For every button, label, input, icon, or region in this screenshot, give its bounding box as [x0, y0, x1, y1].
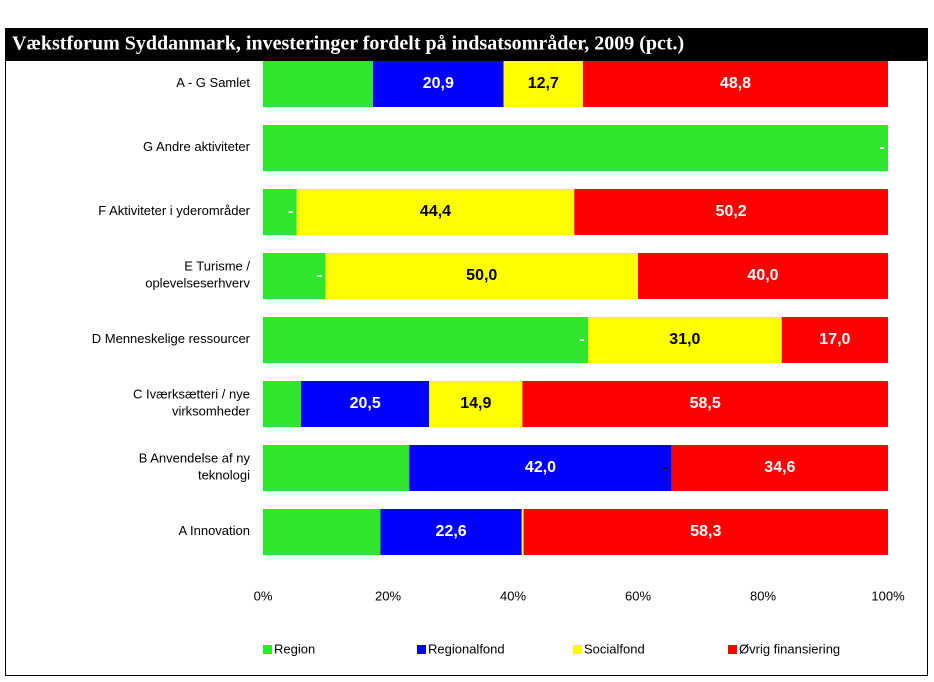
- y-tick-label: B Anvendelse af ny teknologi: [139, 451, 251, 483]
- bar-segment: [263, 189, 297, 235]
- legend-label: Region: [274, 641, 315, 656]
- bar-segment: [574, 189, 888, 235]
- y-tick-label: F Aktiviteter i yderområder: [98, 203, 250, 218]
- y-tick-label: A - G Samlet: [176, 75, 250, 90]
- bar-segment: [263, 509, 381, 555]
- y-tick-label: D Menneskelige ressourcer: [92, 331, 251, 346]
- bar-segment: [263, 61, 373, 107]
- value-label: -: [579, 331, 584, 348]
- value-label: -: [288, 203, 293, 220]
- value-label: -: [879, 139, 884, 156]
- y-tick-label: A Innovation: [178, 523, 250, 538]
- value-label: -: [317, 267, 322, 284]
- y-tick-label-line: E Turisme /: [184, 259, 250, 274]
- y-tick-label-line: virksomheder: [172, 404, 251, 419]
- bar-segment: [638, 253, 888, 299]
- value-label: 14,9: [460, 395, 491, 412]
- y-tick-label: G Andre aktiviteter: [143, 139, 251, 154]
- title-bar: [5, 28, 928, 61]
- y-tick-label-line: A - G Samlet: [176, 75, 250, 90]
- chart-title: Vækstforum Syddanmark, investeringer for…: [12, 33, 684, 55]
- value-label: 20,5: [350, 395, 381, 412]
- value-label: 20,9: [423, 75, 454, 92]
- value-label: -: [663, 459, 668, 476]
- value-label: 42,0: [525, 459, 556, 476]
- value-label: 50,2: [716, 203, 747, 220]
- value-label: 40,0: [747, 267, 778, 284]
- bar-segment: [671, 445, 888, 491]
- y-tick-label-line: A Innovation: [178, 523, 250, 538]
- value-label: 31,0: [669, 331, 700, 348]
- value-label: 58,5: [690, 395, 721, 412]
- bar-segment: [263, 253, 326, 299]
- legend-swatch: [417, 645, 426, 654]
- y-tick-label-line: C Iværksætteri / nye: [133, 387, 250, 402]
- bar-segment: [263, 317, 588, 363]
- y-tick-label-line: F Aktiviteter i yderområder: [98, 203, 250, 218]
- legend-label: Regionalfond: [428, 641, 505, 656]
- y-tick-label-line: D Menneskelige ressourcer: [92, 331, 251, 346]
- value-label: 17,0: [819, 331, 850, 348]
- value-label: 34,6: [764, 459, 795, 476]
- legend-swatch: [728, 645, 737, 654]
- bar-segment: [429, 381, 523, 427]
- y-tick-label-line: B Anvendelse af ny: [139, 451, 251, 466]
- bar-segment: [301, 381, 430, 427]
- value-label: 44,4: [420, 203, 451, 220]
- value-label: 58,3: [690, 523, 721, 540]
- value-label: 48,8: [720, 75, 751, 92]
- x-tick-label: 80%: [750, 588, 776, 603]
- bar-segment: [781, 317, 888, 363]
- bar-segment: [263, 445, 410, 491]
- bar-segment: [583, 61, 888, 107]
- bar-segment: [523, 509, 888, 555]
- x-tick-label: 100%: [871, 588, 905, 603]
- x-tick-label: 0%: [254, 588, 273, 603]
- bar-segment: [521, 509, 524, 555]
- x-tick-label: 20%: [375, 588, 401, 603]
- bar-segment: [380, 509, 522, 555]
- x-tick-label: 40%: [500, 588, 526, 603]
- value-label: 12,7: [528, 75, 559, 92]
- bar-segment: [522, 381, 888, 427]
- bar-segment: [263, 125, 888, 171]
- bar-segment: [296, 189, 575, 235]
- bar-segment: [325, 253, 638, 299]
- bar-segment: [409, 445, 672, 491]
- legend-label: Socialfond: [584, 641, 645, 656]
- bar-segment: [588, 317, 782, 363]
- value-label: 50,0: [466, 267, 497, 284]
- bar-segment: [263, 381, 302, 427]
- value-label: 22,6: [436, 523, 467, 540]
- y-tick-label: C Iværksætteri / nye virksomheder: [133, 387, 251, 419]
- y-tick-label-line: teknologi: [198, 468, 250, 483]
- legend-label: Øvrig finansiering: [739, 641, 840, 656]
- x-tick-label: 60%: [625, 588, 651, 603]
- y-tick-label-line: G Andre aktiviteter: [143, 139, 251, 154]
- legend-swatch: [573, 645, 582, 654]
- y-tick-label: E Turisme / oplevelseserhverv: [145, 259, 250, 291]
- bar-segment: [373, 61, 504, 107]
- legend-swatch: [263, 645, 272, 654]
- y-tick-label-line: oplevelseserhverv: [145, 276, 250, 291]
- bar-segment: [503, 61, 583, 107]
